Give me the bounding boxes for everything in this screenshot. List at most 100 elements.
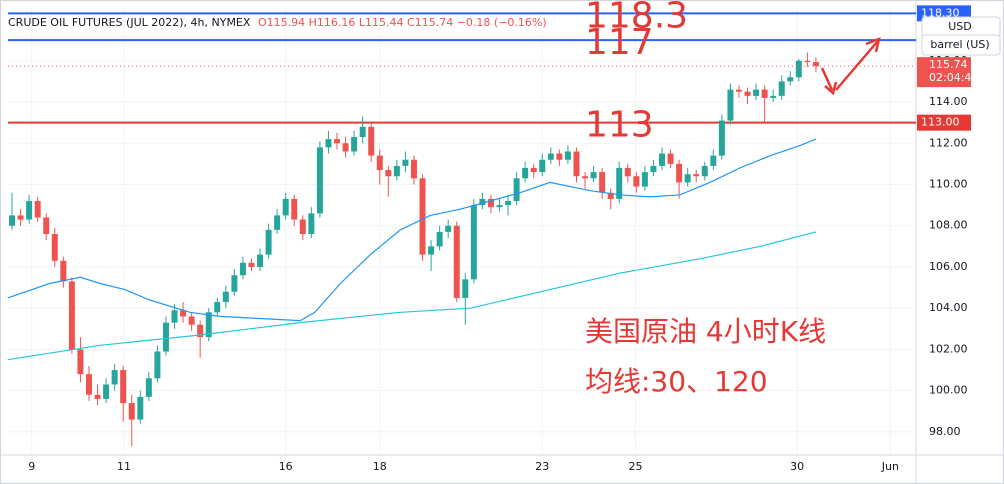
candle-body	[624, 167, 631, 177]
candle-body	[804, 60, 811, 63]
candle-body	[9, 215, 16, 226]
candle-body	[633, 176, 640, 187]
x-tick-label: 16	[279, 460, 293, 473]
candle-body	[103, 384, 110, 399]
y-tick-label: 106.00	[929, 260, 968, 273]
candle-body	[770, 95, 777, 98]
x-tick-label: Jun	[881, 460, 899, 473]
candle-body	[641, 172, 648, 187]
x-tick-label: 11	[117, 460, 131, 473]
candle-body	[111, 370, 118, 385]
y-tick-label: 104.00	[929, 301, 968, 314]
candle-body	[34, 200, 41, 218]
candle-body	[274, 215, 281, 230]
candle-body	[795, 60, 802, 78]
candle-body	[180, 310, 187, 317]
arrow-up-head	[865, 36, 881, 53]
x-tick-label: 9	[28, 460, 35, 473]
candle-body	[299, 219, 306, 234]
candle-body	[257, 254, 264, 267]
candle-body	[188, 316, 195, 325]
candle-body	[248, 262, 255, 267]
candle-body	[231, 275, 238, 292]
countdown: 02:04:46	[929, 71, 978, 84]
candle-body	[17, 215, 24, 220]
y-tick-label: 114.00	[929, 95, 968, 108]
change: −0.18 (−0.16%)	[457, 16, 547, 29]
candle-body	[530, 167, 537, 173]
close: C115.74	[407, 16, 453, 29]
candle-body	[453, 225, 460, 298]
candle-body	[753, 89, 760, 96]
candle-body	[222, 291, 229, 303]
candle-body	[582, 176, 589, 179]
level-label: 118.30	[921, 6, 960, 19]
candle-body	[128, 403, 135, 420]
candle-body	[573, 151, 580, 177]
candle-body	[496, 205, 503, 208]
candle-body	[701, 165, 708, 177]
y-tick-label: 112.00	[929, 136, 968, 149]
unit[interactable]: barrel (US)	[930, 38, 989, 51]
candle-body	[428, 246, 435, 255]
candle-body	[308, 213, 315, 234]
annotation: 均线:30、120	[585, 365, 768, 398]
candle-body	[564, 151, 571, 160]
candle-body	[325, 139, 332, 148]
candle-body	[334, 139, 341, 144]
candle-body	[735, 89, 742, 92]
candle-body	[205, 312, 212, 338]
candle-body	[684, 174, 691, 183]
level-annotation: 117	[585, 22, 654, 63]
candle-body	[26, 200, 33, 220]
candle-body	[778, 81, 785, 96]
candle-body	[445, 225, 452, 232]
unit-box[interactable]	[921, 34, 1001, 56]
x-tick-label: 23	[535, 460, 549, 473]
candle-body	[479, 198, 486, 206]
candle-body	[487, 198, 494, 208]
x-tick-label: 18	[373, 460, 387, 473]
candle-body	[676, 163, 683, 183]
level-label-box	[917, 114, 971, 131]
candle-body	[43, 217, 50, 234]
candle-body	[539, 159, 546, 173]
candle-body	[68, 281, 75, 350]
candle-body	[171, 310, 178, 323]
x-tick-label: 30	[790, 460, 804, 473]
candle-body	[342, 143, 349, 152]
candle-body	[316, 147, 323, 214]
symbol: CRUDE OIL FUTURES (JUL 2022), 4h, NYMEX	[8, 16, 251, 29]
currency[interactable]: USD	[948, 20, 972, 33]
candle-body	[718, 120, 725, 156]
arrow-down-head	[824, 81, 838, 96]
level-label: 113.00	[921, 116, 960, 129]
candle-body	[650, 165, 657, 173]
candle-body	[291, 198, 298, 220]
candle-body	[94, 394, 101, 399]
candle-body	[727, 89, 734, 121]
candle-body	[513, 178, 520, 201]
candle-body	[667, 153, 674, 164]
candle-body	[120, 370, 127, 404]
candle-body	[607, 192, 614, 199]
open: O115.94	[258, 16, 305, 29]
candle-body	[393, 165, 400, 177]
level-annotation: 113	[585, 105, 654, 146]
candle-body	[761, 89, 768, 98]
low: L115.44	[359, 16, 404, 29]
candle-body	[462, 279, 469, 298]
candle-body	[812, 62, 819, 67]
y-tick-label: 110.00	[929, 177, 968, 190]
candle-body	[616, 167, 623, 199]
candle-body	[265, 229, 272, 255]
candle-body	[410, 159, 417, 179]
moving-average	[7, 138, 817, 322]
candle-body	[556, 153, 563, 160]
candle-body	[154, 351, 161, 379]
candle-body	[137, 396, 144, 420]
y-tick-label: 108.00	[929, 219, 968, 232]
